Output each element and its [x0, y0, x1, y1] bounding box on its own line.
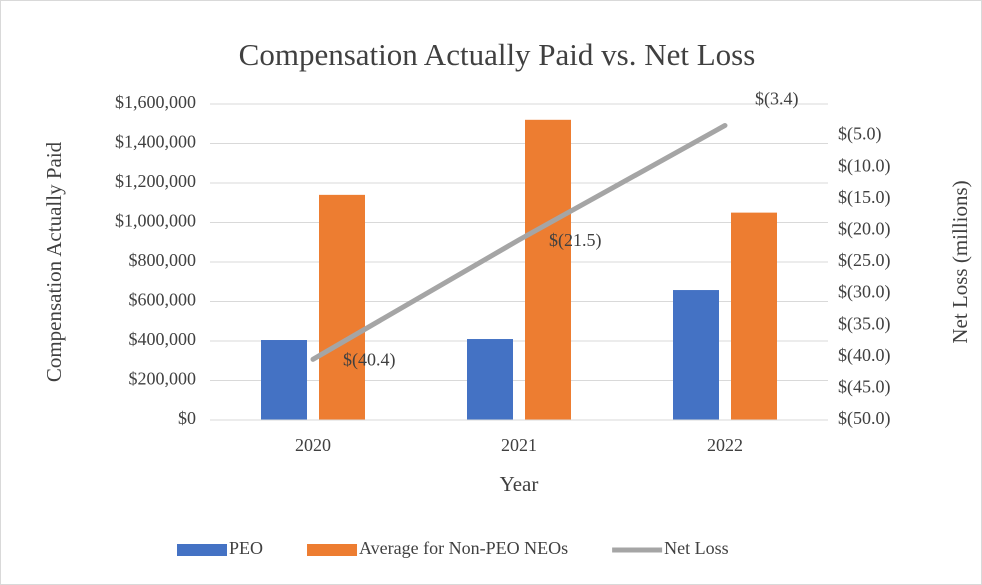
bar — [467, 339, 513, 420]
y2-tick-label: $(15.0) — [838, 187, 891, 208]
legend-swatch — [177, 544, 227, 556]
y-tick-label: $1,600,000 — [115, 92, 196, 112]
bar — [319, 194, 365, 420]
y-tick-label: $1,400,000 — [115, 132, 196, 152]
y-tick-label: $800,000 — [129, 250, 197, 270]
x-tick-label: 2022 — [707, 435, 743, 455]
bar — [673, 290, 719, 420]
y2-tick-label: $(40.0) — [838, 345, 891, 366]
legend-swatch — [307, 544, 358, 556]
y-axis-title: Compensation Actually Paid — [42, 141, 66, 382]
legend-label: PEO — [229, 538, 263, 558]
x-axis-title: Year — [500, 472, 539, 496]
y2-tick-label: $(50.0) — [838, 408, 891, 429]
y2-tick-label: $(35.0) — [838, 313, 891, 334]
y2-tick-label: $(25.0) — [838, 250, 891, 271]
line-series — [310, 122, 728, 362]
data-label: $(3.4) — [755, 89, 799, 110]
y-tick-label: $400,000 — [129, 329, 197, 349]
y2-axis-title: Net Loss (millions) — [948, 180, 972, 343]
legend-label: Net Loss — [664, 538, 729, 558]
y-tick-label: $1,200,000 — [115, 171, 196, 191]
y-tick-label: $0 — [178, 408, 196, 428]
y2-tick-label: $(10.0) — [838, 155, 891, 176]
y-tick-label: $1,000,000 — [115, 211, 196, 231]
data-label: $(21.5) — [549, 230, 602, 251]
y2-tick-label: $(20.0) — [838, 219, 891, 240]
y2-tick-label: $(5.0) — [838, 124, 882, 145]
bar — [525, 119, 571, 421]
chart-title: Compensation Actually Paid vs. Net Loss — [239, 37, 756, 72]
legend-label: Average for Non-PEO NEOs — [359, 538, 568, 558]
data-label: $(40.4) — [343, 349, 396, 370]
y2-tick-label: $(30.0) — [838, 282, 891, 303]
x-tick-label: 2020 — [295, 435, 331, 455]
y2-tick-label: $(45.0) — [838, 377, 891, 398]
bar — [731, 212, 777, 420]
y-tick-label: $600,000 — [129, 290, 197, 310]
x-tick-label: 2021 — [501, 435, 537, 455]
y-tick-label: $200,000 — [129, 369, 197, 389]
bar — [261, 340, 307, 420]
